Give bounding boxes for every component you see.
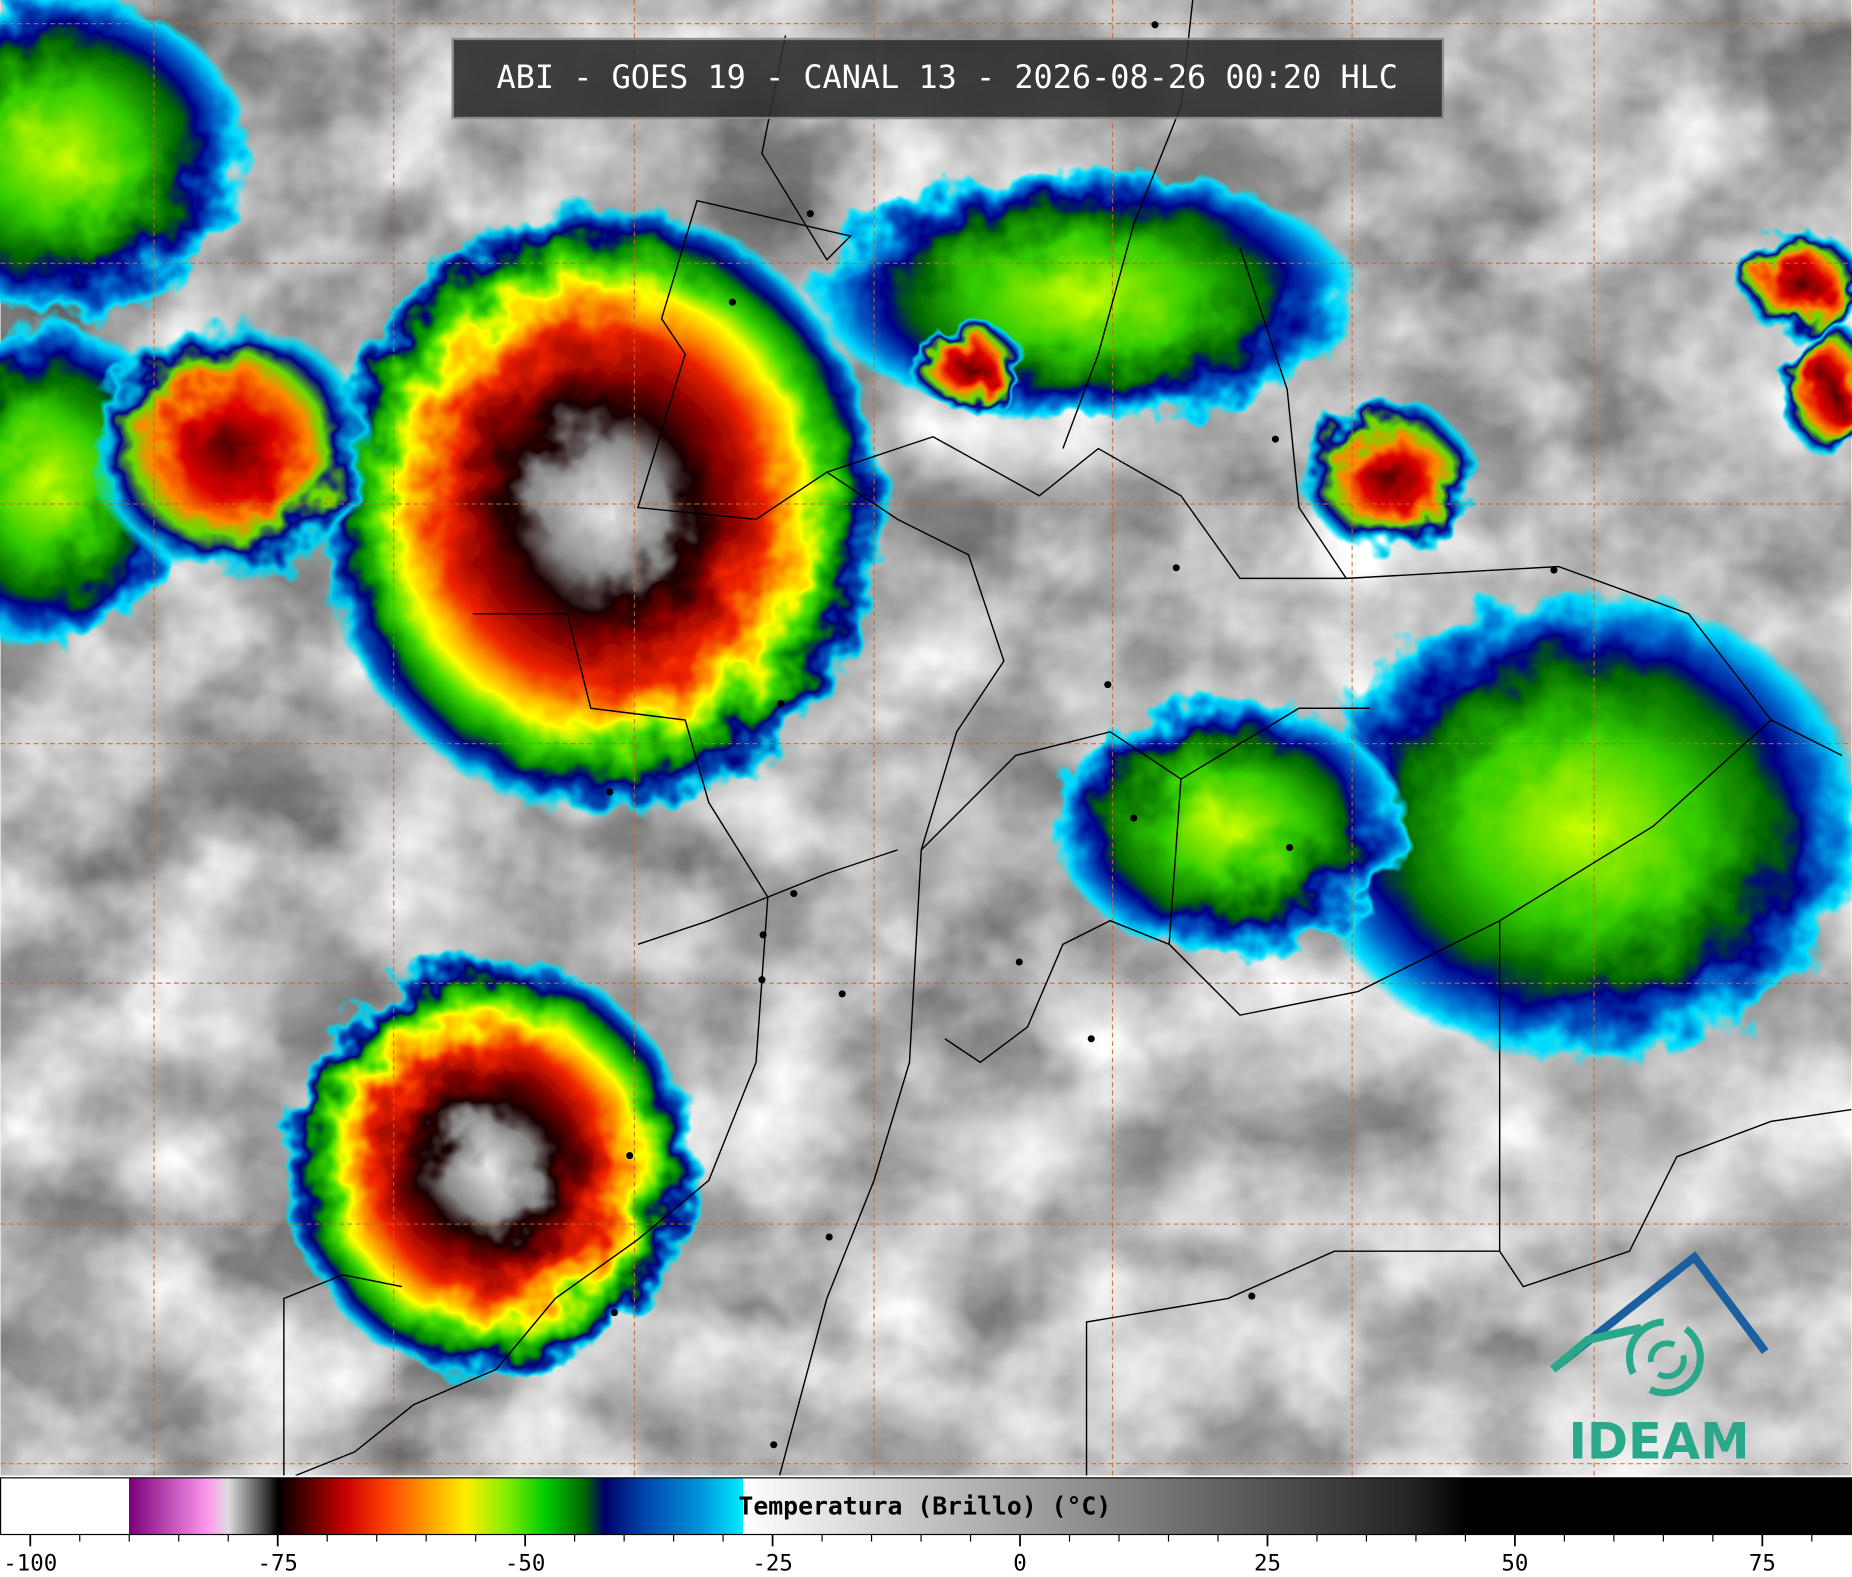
storm-cell	[1735, 230, 1852, 337]
storm-cell	[1302, 401, 1480, 555]
convection	[0, 0, 1852, 1382]
title: ABI - GOES 19 - CANAL 13 - 2026-08-26 00…	[496, 58, 1398, 96]
logo: IDEAM	[1550, 1251, 1769, 1470]
logo-roof	[1550, 1323, 1643, 1373]
title-background	[451, 37, 1445, 120]
tick-label: -50	[505, 1551, 545, 1577]
storm-cell	[89, 318, 373, 579]
cities	[606, 21, 1558, 1449]
colorbar	[0, 1477, 1852, 1536]
tick-label: 25	[1254, 1551, 1281, 1577]
cloud-cluster	[1051, 696, 1406, 957]
storm	[319, 200, 886, 815]
tick-label: 50	[1501, 1551, 1528, 1577]
tick-label: -75	[257, 1551, 297, 1577]
borders	[283, 0, 1852, 1477]
logo-roof	[1550, 1251, 1769, 1373]
title-box: ABI - GOES 19 - CANAL 13 - 2026-08-26 00…	[451, 37, 1445, 120]
logo-swirl	[1647, 1340, 1687, 1380]
storm	[283, 956, 698, 1382]
tick-label: 0	[1013, 1551, 1027, 1577]
cloud-cluster	[1299, 590, 1852, 1063]
storm-cell	[909, 318, 1028, 414]
lat-lon-grid	[0, 0, 1852, 1476]
logo-text: IDEAM	[1568, 1412, 1749, 1470]
imagery	[0, 0, 1852, 1477]
colorbar-label: Temperatura (Brillo) (°C)	[738, 1491, 1111, 1520]
tick-label: 75	[1749, 1551, 1776, 1577]
logo-swirl	[1625, 1318, 1704, 1397]
storm-cell	[1782, 318, 1852, 461]
colorbar-axis: -100 -75 -50 -25 0 25 50 75	[3, 1534, 1813, 1577]
tick-label: -100	[3, 1551, 57, 1577]
tick-label: -25	[752, 1551, 792, 1577]
cloud-cluster	[0, 0, 249, 319]
